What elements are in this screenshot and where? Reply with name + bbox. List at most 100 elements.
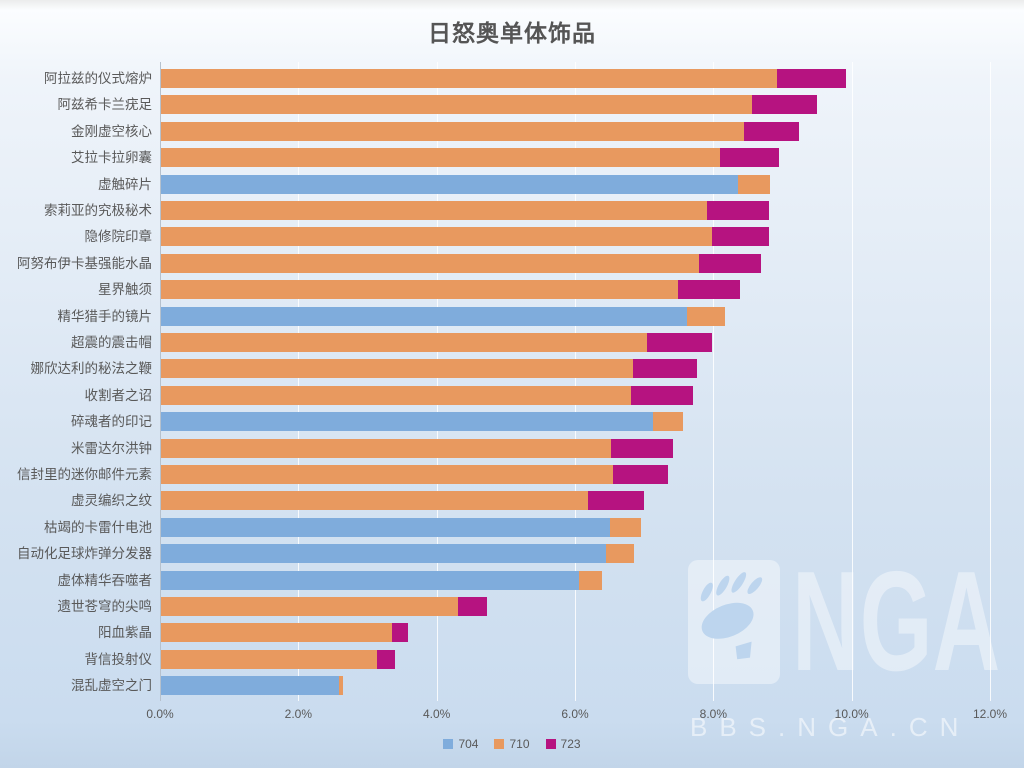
category-label: 遗世苍穹的尖鸣 xyxy=(57,599,153,614)
bar-segment-710 xyxy=(161,253,700,273)
legend-swatch-icon xyxy=(443,739,454,749)
category-label: 娜欣达利的秘法之鞭 xyxy=(30,361,153,377)
category-axis-line xyxy=(160,62,161,701)
legend-label: 710 xyxy=(509,737,530,751)
category-label: 虚触碎片 xyxy=(98,176,152,192)
bar-row xyxy=(161,306,725,326)
bar-row xyxy=(161,174,770,194)
bar-segment-723 xyxy=(678,280,740,300)
bar-row xyxy=(161,623,408,643)
category-label: 米雷达尔洪钟 xyxy=(71,440,152,456)
category-label: 精华猎手的镜片 xyxy=(57,308,153,324)
bar-segment-723 xyxy=(719,148,779,168)
bar-row xyxy=(161,517,642,537)
bar-segment-704 xyxy=(161,306,687,326)
bar-segment-710 xyxy=(653,412,684,432)
bar-segment-710 xyxy=(161,597,458,616)
category-label: 阿努布伊卡基强能水晶 xyxy=(17,255,152,271)
category-label: 阿兹希卡兰疣足 xyxy=(57,97,153,113)
category-label: 阳血紫晶 xyxy=(98,625,152,641)
bar-segment-723 xyxy=(776,69,846,88)
bar-segment-723 xyxy=(699,253,761,273)
chart-title: 日怒奥单体饰品 xyxy=(428,20,596,46)
bar-segment-710 xyxy=(161,623,393,643)
bar-segment-723 xyxy=(392,623,408,643)
bar-row xyxy=(161,544,635,564)
bar-segment-710 xyxy=(161,491,588,511)
bar-segment-710 xyxy=(609,517,642,537)
legend-item-704: 704 xyxy=(443,737,478,751)
bar-segment-704 xyxy=(161,544,606,564)
bar-segment-723 xyxy=(613,465,668,484)
bar-segment-710 xyxy=(737,174,770,194)
x-tick-label: 2.0% xyxy=(284,707,312,721)
gridline xyxy=(298,62,300,701)
bar-segment-710 xyxy=(161,649,378,669)
category-label: 枯竭的卡雷什电池 xyxy=(44,519,152,535)
bar-row xyxy=(161,385,693,405)
nga-watermark-text: NGA xyxy=(792,542,1001,701)
bar-segment-723 xyxy=(712,227,769,247)
x-tick-label: 4.0% xyxy=(422,707,451,721)
site-watermark-text: BBS.NGA.CN xyxy=(690,712,971,742)
x-tick-label: 10.0% xyxy=(834,707,869,721)
x-tick-label: 8.0% xyxy=(699,707,727,721)
bar-row xyxy=(161,227,769,247)
bar-segment-710 xyxy=(161,148,720,168)
bar-segment-710 xyxy=(579,570,602,590)
bar-row xyxy=(161,253,761,273)
legend-label: 723 xyxy=(560,737,581,751)
bar-segment-723 xyxy=(630,385,693,405)
category-label: 金刚虚空核心 xyxy=(71,123,152,139)
bar-segment-710 xyxy=(161,438,611,458)
bar-row xyxy=(161,597,488,616)
category-label: 超震的震击帽 xyxy=(71,335,152,350)
bar-segment-723 xyxy=(707,201,769,220)
bar-segment-710 xyxy=(161,333,647,352)
category-label: 收割者之诏 xyxy=(84,387,153,403)
bar-row xyxy=(161,280,740,300)
bar-segment-704 xyxy=(161,174,738,194)
bar-segment-710 xyxy=(161,465,614,484)
bar-segment-710 xyxy=(161,69,777,88)
category-label: 星界触须 xyxy=(98,282,152,298)
x-tick-label: 0.0% xyxy=(146,707,174,721)
bar-segment-704 xyxy=(161,412,654,432)
category-label: 隐修院印章 xyxy=(84,229,153,245)
legend-item-710: 710 xyxy=(494,737,530,751)
category-label: 艾拉卡拉卵囊 xyxy=(71,150,152,166)
bar-row xyxy=(161,491,644,511)
gridline xyxy=(575,62,576,701)
legend: 704 710 723 xyxy=(0,737,1024,751)
category-label: 索莉亚的究极秘术 xyxy=(44,203,152,218)
bar-segment-710 xyxy=(686,306,725,326)
bar-segment-710 xyxy=(161,121,745,141)
category-label: 信封里的迷你邮件元素 xyxy=(17,467,152,482)
bar-segment-723 xyxy=(646,333,712,352)
bar-segment-723 xyxy=(610,438,673,458)
bar-row xyxy=(161,333,712,352)
legend-swatch-icon xyxy=(545,739,556,749)
nga-logo-badge xyxy=(688,560,780,684)
gridline xyxy=(990,62,991,701)
category-label: 背信投射仪 xyxy=(84,651,153,667)
bar-row xyxy=(161,148,779,168)
bar-segment-710 xyxy=(161,359,633,379)
legend-label: 704 xyxy=(458,737,479,751)
bar-row xyxy=(161,438,673,458)
bar-segment-710 xyxy=(161,95,753,115)
bar-row xyxy=(161,676,343,696)
bar-segment-704 xyxy=(161,676,339,696)
bar-segment-710 xyxy=(161,280,679,300)
bar-row xyxy=(161,359,698,379)
bar-row xyxy=(161,412,684,432)
category-label: 混乱虚空之门 xyxy=(71,678,152,694)
bar-segment-710 xyxy=(161,201,708,220)
gridline xyxy=(851,62,853,701)
bar-segment-723 xyxy=(457,597,488,616)
legend-swatch-icon xyxy=(494,739,505,749)
category-label: 自动化足球炸弹分发器 xyxy=(17,546,152,562)
category-label: 虚体精华吞噬者 xyxy=(57,572,153,588)
bar-segment-723 xyxy=(752,95,817,115)
